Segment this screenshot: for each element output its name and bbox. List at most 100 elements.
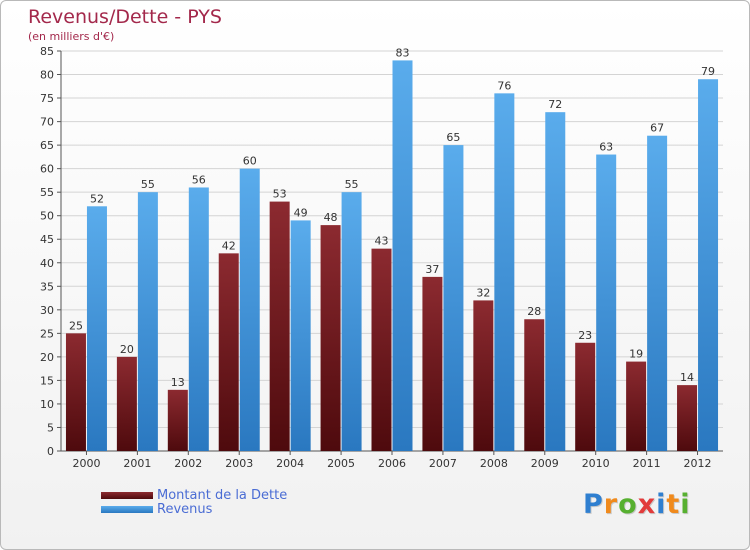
data-label-dette: 20: [120, 343, 134, 356]
x-tick-label: 2006: [378, 457, 406, 470]
data-label-revenus: 60: [243, 155, 257, 168]
x-tick-label: 2000: [72, 457, 100, 470]
data-label-dette: 42: [222, 239, 236, 252]
bar-revenus-2007: [443, 145, 464, 451]
bar-dette-2004: [269, 201, 290, 451]
data-label-revenus: 55: [345, 178, 359, 191]
bar-revenus-2000: [86, 206, 107, 451]
x-tick-label: 2009: [531, 457, 559, 470]
proxiti-logo: Proxiti: [583, 489, 691, 520]
y-tick-label: 65: [40, 139, 54, 152]
data-label-dette: 13: [171, 376, 185, 389]
x-tick-label: 2001: [123, 457, 151, 470]
logo-letter: i: [680, 489, 691, 520]
y-tick-label: 85: [40, 45, 54, 58]
bar-dette-2008: [473, 300, 494, 451]
value-labels: 25 52 20 55 13 56 42 60 53 49 48 55 43 83 37 65 32 76 28 72…: [69, 46, 715, 388]
data-label-revenus: 83: [396, 46, 410, 59]
y-tick-label: 50: [40, 210, 54, 223]
bar-dette-2001: [116, 356, 137, 451]
y-tick-label: 60: [40, 163, 54, 176]
gridlines: [61, 50, 723, 452]
bar-revenus-2010: [596, 154, 617, 451]
data-label-dette: 43: [375, 235, 389, 248]
y-tick-label: 0: [47, 445, 54, 458]
x-tick-label: 2007: [429, 457, 457, 470]
bar-dette-2000: [65, 333, 86, 451]
data-label-revenus: 67: [650, 122, 664, 135]
y-tick-label: 30: [40, 304, 54, 317]
bar-dette-2006: [371, 248, 392, 451]
y-tick-label: 80: [40, 69, 54, 82]
x-tick-label: 2005: [327, 457, 355, 470]
bar-revenus-2004: [290, 220, 311, 451]
data-label-dette: 53: [273, 188, 287, 201]
data-label-revenus: 76: [497, 79, 511, 92]
bar-dette-2009: [524, 319, 545, 451]
data-label-dette: 23: [578, 329, 592, 342]
legend-item-dette: Montant de la Dette: [101, 487, 288, 503]
y-tick-label: 70: [40, 116, 54, 129]
data-label-revenus: 63: [599, 141, 613, 154]
bar-dette-2005: [320, 225, 341, 451]
y-tick-label: 10: [40, 398, 54, 411]
data-label-dette: 19: [629, 348, 643, 361]
x-tick-label: 2012: [684, 457, 712, 470]
logo-letter: P: [583, 489, 604, 520]
bars: [65, 60, 719, 452]
bar-revenus-2001: [137, 192, 158, 452]
legend-swatch-dette: [101, 491, 153, 499]
y-tick-label: 5: [47, 421, 54, 434]
bar-revenus-2003: [239, 168, 260, 451]
data-label-revenus: 56: [192, 173, 206, 186]
logo-letter: t: [666, 489, 681, 520]
y-tick-label: 40: [40, 257, 54, 270]
data-label-dette: 25: [69, 319, 83, 332]
data-label-dette: 32: [476, 286, 490, 299]
axes: 0 5 10 15 20 25 30 35 40 45 50 55 60 65 70 75 80 85 2000 20…: [40, 45, 723, 470]
data-label-dette: 48: [324, 211, 338, 224]
bar-revenus-2011: [647, 135, 668, 452]
data-label-revenus: 55: [141, 178, 155, 191]
logo-letter: i: [656, 489, 667, 520]
data-label-revenus: 79: [701, 65, 715, 78]
bar-dette-2012: [677, 385, 698, 451]
data-label-revenus: 72: [548, 98, 562, 111]
bar-revenus-2009: [545, 112, 566, 452]
data-label-revenus: 65: [446, 131, 460, 144]
bar-dette-2002: [167, 389, 188, 451]
x-tick-label: 2010: [582, 457, 610, 470]
bar-revenus-2008: [494, 93, 515, 452]
x-tick-label: 2011: [633, 457, 661, 470]
y-tick-label: 75: [40, 92, 54, 105]
bar-dette-2003: [218, 253, 239, 451]
data-label-dette: 14: [680, 371, 694, 384]
x-tick-label: 2002: [174, 457, 202, 470]
data-label-dette: 28: [527, 305, 541, 318]
data-label-revenus: 49: [294, 206, 308, 219]
bar-dette-2011: [626, 361, 647, 451]
chart-subtitle: (en milliers d'€): [28, 30, 115, 43]
logo-letter: r: [603, 489, 619, 520]
y-tick-label: 15: [40, 374, 54, 387]
bar-revenus-2006: [392, 60, 413, 451]
bar-dette-2010: [575, 342, 596, 451]
y-tick-label: 35: [40, 280, 54, 293]
bar-dette-2007: [422, 276, 443, 451]
legend-swatch-revenus: [101, 505, 153, 513]
bar-revenus-2002: [188, 187, 209, 451]
legend-label-revenus: Revenus: [157, 501, 213, 517]
data-label-dette: 37: [425, 263, 439, 276]
y-tick-label: 25: [40, 327, 54, 340]
data-label-revenus: 52: [90, 192, 104, 205]
bar-revenus-2012: [698, 79, 719, 451]
y-tick-label: 45: [40, 233, 54, 246]
x-tick-label: 2008: [480, 457, 508, 470]
x-tick-label: 2003: [225, 457, 253, 470]
y-tick-label: 55: [40, 186, 54, 199]
legend-label-dette: Montant de la Dette: [157, 487, 288, 503]
legend-item-revenus: Revenus: [101, 501, 213, 517]
chart-title: Revenus/Dette - PYS: [28, 6, 222, 28]
